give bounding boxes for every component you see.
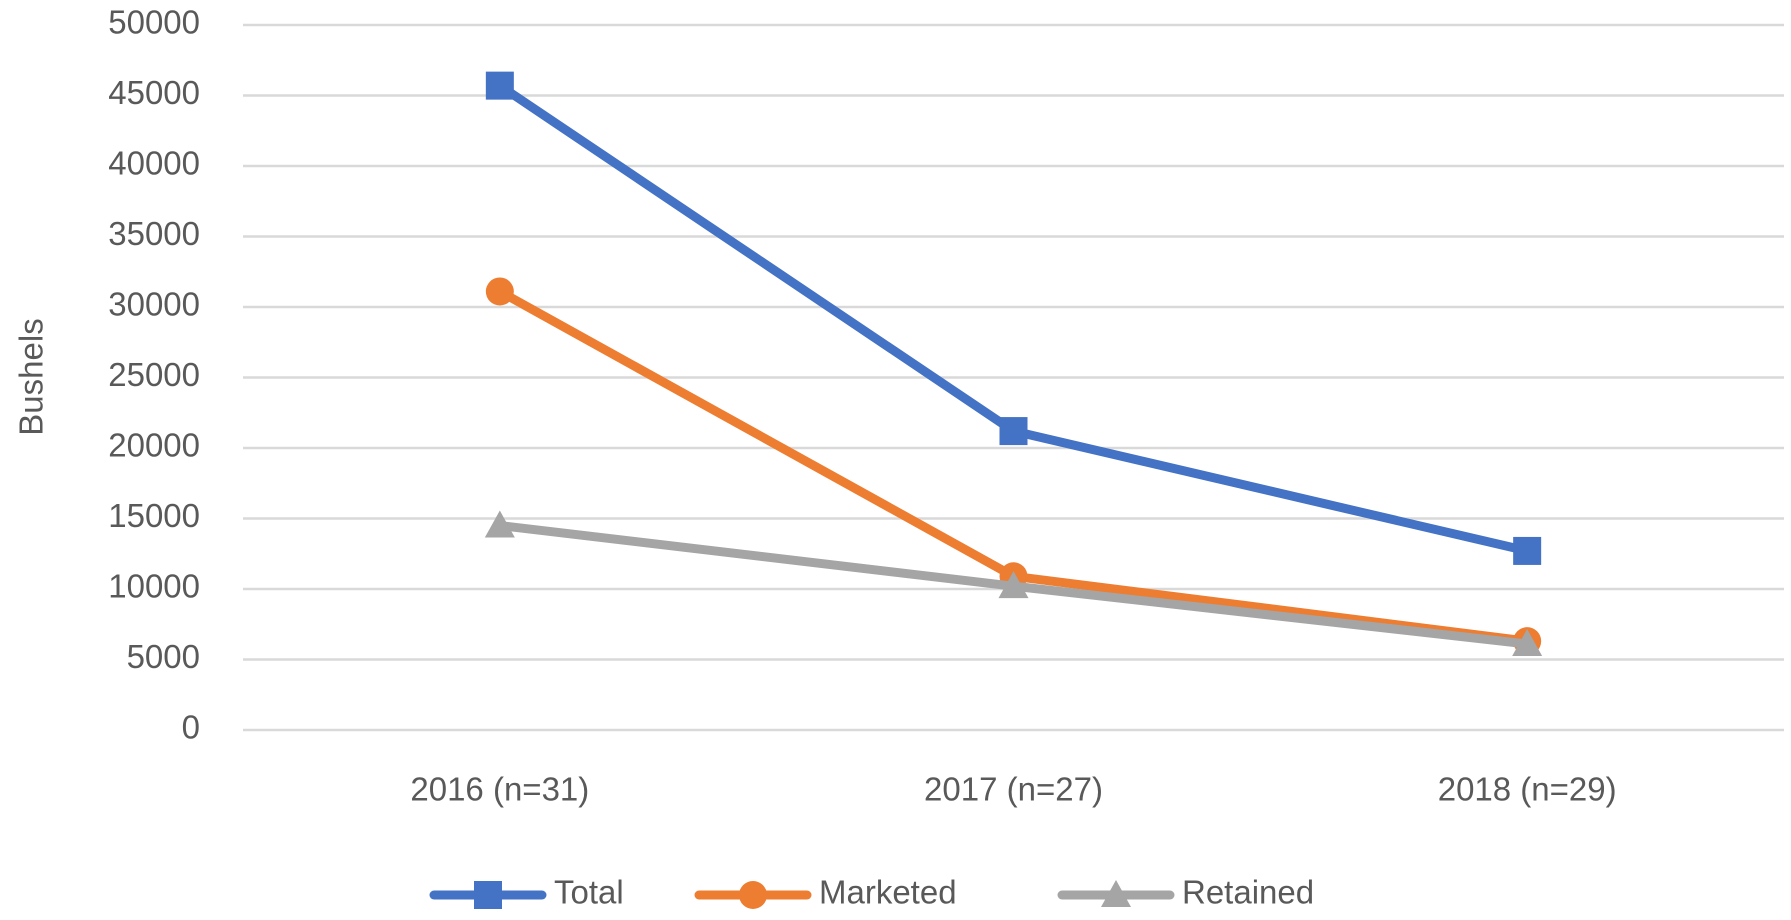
- legend-marker: [1101, 880, 1131, 907]
- data-point: [999, 417, 1028, 446]
- y-tick-label: 25000: [108, 356, 200, 393]
- legend-label: Marketed: [819, 874, 957, 911]
- y-tick-label: 50000: [108, 4, 200, 41]
- data-point: [485, 277, 514, 306]
- series-line: [497, 81, 1529, 556]
- y-tick-label: 5000: [127, 638, 200, 675]
- y-tick-label: 35000: [108, 215, 200, 252]
- y-tick-label: 10000: [108, 568, 200, 605]
- y-tick-label: 15000: [108, 497, 200, 534]
- data-point: [1513, 536, 1542, 565]
- x-tick-label: 2018 (n=29): [1438, 771, 1617, 808]
- legend-marker: [739, 881, 767, 909]
- legend-marker: [474, 881, 502, 909]
- legend-label: Total: [554, 874, 624, 911]
- y-axis-label: Bushels: [13, 318, 50, 435]
- legend-label: Retained: [1182, 874, 1314, 911]
- data-point: [1512, 628, 1543, 656]
- y-tick-label: 20000: [108, 427, 200, 464]
- y-tick-label: 0: [182, 709, 200, 746]
- x-tick-label: 2016 (n=31): [410, 771, 589, 808]
- y-tick-label: 40000: [108, 145, 200, 182]
- data-point: [998, 571, 1029, 599]
- y-tick-label: 30000: [108, 286, 200, 323]
- data-point: [484, 510, 515, 538]
- x-tick-label: 2017 (n=27): [924, 771, 1103, 808]
- y-tick-label: 45000: [108, 74, 200, 111]
- data-point: [485, 71, 514, 100]
